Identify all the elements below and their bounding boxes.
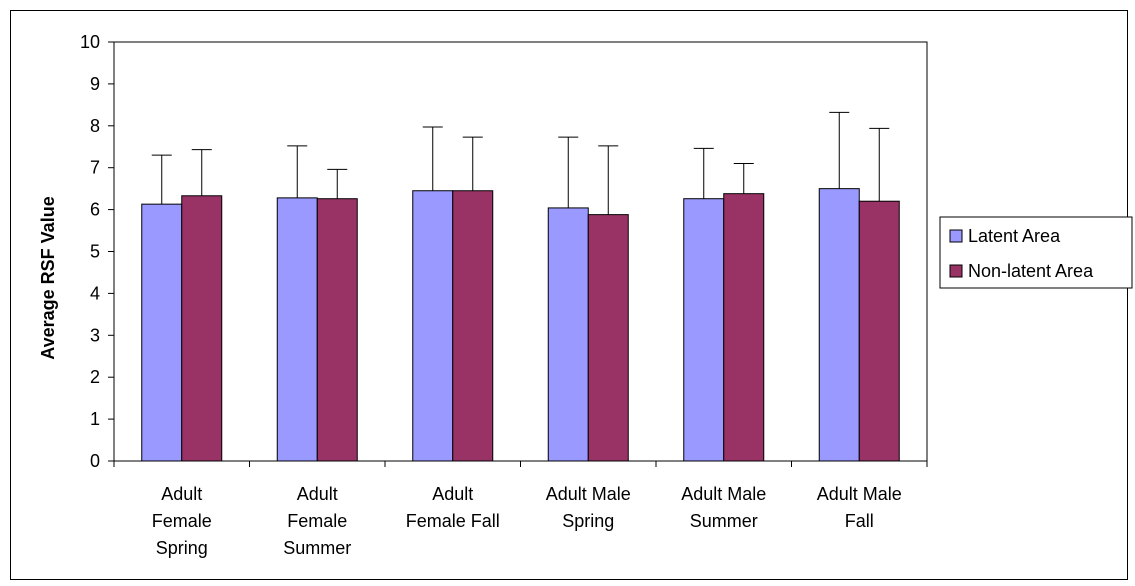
y-tick-label: 2 (90, 367, 100, 387)
x-category-label: Adult (432, 484, 473, 504)
y-tick-label: 9 (90, 74, 100, 94)
x-category-label: Summer (283, 538, 351, 558)
legend: Latent Area Non-latent Area (939, 216, 1133, 289)
y-tick-label: 5 (90, 242, 100, 262)
bar (723, 193, 765, 462)
bar (858, 200, 900, 462)
x-category-label: Adult Male (817, 484, 902, 504)
x-category-label: Spring (156, 538, 208, 558)
x-category-label: Female Fall (406, 511, 500, 531)
legend-label: Latent Area (968, 226, 1061, 246)
x-category-label: Fall (845, 511, 874, 531)
bar (452, 190, 494, 462)
bar (818, 188, 860, 462)
chart-axes (108, 41, 928, 467)
legend-label: Non-latent Area (968, 261, 1094, 281)
bar (276, 197, 318, 462)
bar (547, 207, 589, 462)
x-category-label: Spring (562, 511, 614, 531)
y-tick-label: 4 (90, 283, 100, 303)
x-category-label: Adult Male (681, 484, 766, 504)
y-tick-label: 6 (90, 200, 100, 220)
legend-box (939, 216, 1133, 289)
y-axis-title: Average RSF Value (38, 196, 58, 359)
chart-labels: 0 1 2 3 4 5 6 7 8 9 10 Adult Female Spring Adult Female… (80, 32, 902, 558)
bar (683, 198, 725, 462)
chart-bars (141, 111, 900, 462)
plot-area-border (113, 41, 928, 462)
x-category-label: Female (287, 511, 347, 531)
bar (316, 198, 358, 462)
y-tick-label: 7 (90, 158, 100, 178)
x-category-label: Adult (297, 484, 338, 504)
legend-swatch (949, 264, 963, 278)
bar (181, 195, 223, 462)
legend-swatch (949, 229, 963, 243)
y-tick-label: 1 (90, 409, 100, 429)
x-category-label: Adult Male (546, 484, 631, 504)
x-category-label: Female (152, 511, 212, 531)
y-tick-label: 3 (90, 325, 100, 345)
x-category-label: Adult (161, 484, 202, 504)
y-tick-label: 8 (90, 116, 100, 136)
y-tick-label: 10 (80, 32, 100, 52)
x-category-label: Summer (690, 511, 758, 531)
y-tick-label: 0 (90, 451, 100, 471)
bar (141, 203, 183, 462)
bar (587, 214, 629, 462)
bar (412, 190, 454, 462)
